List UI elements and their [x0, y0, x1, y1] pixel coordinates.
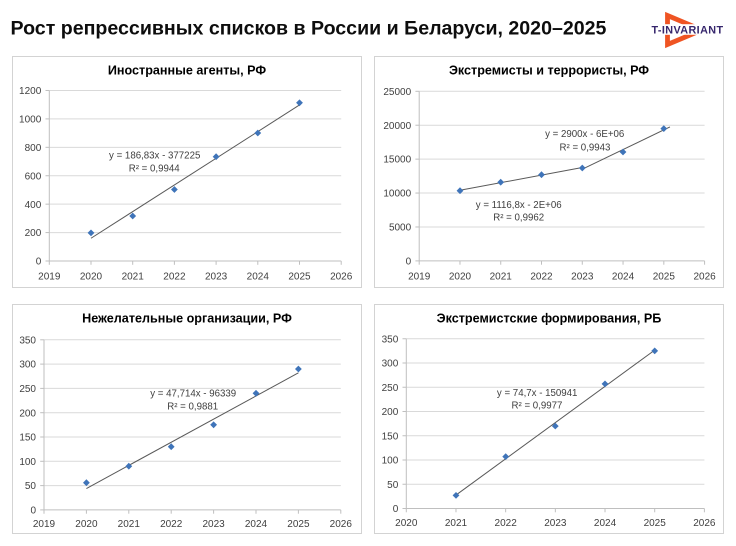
svg-text:200: 200 [382, 407, 399, 418]
svg-text:2022: 2022 [530, 271, 553, 282]
svg-text:T-INVARIANT: T-INVARIANT [652, 24, 724, 36]
svg-text:Экстремистские формирования, Р: Экстремистские формирования, РБ [437, 312, 662, 326]
svg-text:2023: 2023 [544, 518, 567, 529]
svg-text:R² = 0,9944: R² = 0,9944 [129, 164, 181, 175]
svg-text:350: 350 [382, 334, 399, 345]
svg-text:0: 0 [393, 504, 399, 515]
svg-text:2025: 2025 [287, 519, 310, 530]
svg-text:y = 1116,8x - 2E+06: y = 1116,8x - 2E+06 [476, 200, 562, 211]
svg-text:15000: 15000 [383, 155, 411, 166]
svg-text:R² = 0,9962: R² = 0,9962 [493, 213, 544, 224]
svg-text:250: 250 [19, 384, 36, 395]
svg-text:2022: 2022 [163, 272, 186, 283]
svg-text:250: 250 [382, 383, 399, 394]
svg-text:150: 150 [382, 431, 399, 442]
svg-text:2022: 2022 [160, 519, 183, 530]
svg-text:2023: 2023 [202, 519, 225, 530]
svg-text:2023: 2023 [205, 272, 228, 283]
svg-text:100: 100 [19, 457, 36, 468]
svg-text:R² = 0,9943: R² = 0,9943 [560, 143, 611, 154]
svg-text:Нежелательные организации, РФ: Нежелательные организации, РФ [82, 312, 292, 326]
svg-text:2024: 2024 [612, 271, 635, 282]
svg-text:y = 186,83x - 377225: y = 186,83x - 377225 [109, 150, 200, 161]
svg-text:2021: 2021 [118, 519, 141, 530]
svg-text:y = 2900x - 6E+06: y = 2900x - 6E+06 [545, 129, 624, 140]
svg-text:2024: 2024 [594, 518, 617, 529]
svg-text:2024: 2024 [247, 272, 270, 283]
svg-text:10000: 10000 [383, 189, 411, 200]
svg-text:Рост репрессивных списков в Ро: Рост репрессивных списков в России и Бел… [11, 18, 607, 40]
svg-text:Иностранные агенты, РФ: Иностранные агенты, РФ [108, 64, 267, 78]
svg-text:2020: 2020 [75, 519, 98, 530]
svg-text:2021: 2021 [490, 271, 513, 282]
svg-text:2026: 2026 [330, 272, 353, 283]
svg-text:100: 100 [382, 456, 399, 467]
svg-text:0: 0 [406, 257, 412, 268]
svg-text:2024: 2024 [245, 519, 268, 530]
svg-text:2026: 2026 [693, 271, 716, 282]
svg-text:2020: 2020 [80, 272, 103, 283]
svg-text:y = 47,714x - 96339: y = 47,714x - 96339 [150, 388, 236, 399]
svg-text:2023: 2023 [571, 271, 594, 282]
svg-text:2025: 2025 [653, 271, 676, 282]
svg-text:200: 200 [19, 408, 36, 419]
svg-text:Экстремисты и террористы, РФ: Экстремисты и террористы, РФ [449, 64, 649, 78]
svg-text:2019: 2019 [38, 272, 61, 283]
svg-text:2025: 2025 [644, 518, 667, 529]
svg-text:0: 0 [36, 257, 42, 268]
svg-text:800: 800 [25, 143, 42, 154]
svg-text:0: 0 [30, 506, 36, 517]
svg-text:2025: 2025 [288, 272, 311, 283]
svg-text:2022: 2022 [495, 518, 518, 529]
svg-text:50: 50 [25, 481, 37, 492]
svg-text:200: 200 [25, 228, 42, 239]
svg-text:2026: 2026 [330, 519, 353, 530]
svg-text:400: 400 [25, 200, 42, 211]
svg-text:350: 350 [19, 335, 36, 346]
svg-text:R² = 0,9881: R² = 0,9881 [167, 402, 218, 413]
svg-text:2020: 2020 [449, 271, 472, 282]
svg-text:150: 150 [19, 433, 36, 444]
svg-text:20000: 20000 [383, 121, 411, 132]
svg-text:2021: 2021 [122, 272, 145, 283]
svg-text:2021: 2021 [445, 518, 468, 529]
svg-text:2019: 2019 [33, 519, 56, 530]
svg-text:2019: 2019 [408, 271, 431, 282]
svg-text:50: 50 [387, 480, 399, 491]
svg-text:2026: 2026 [693, 518, 716, 529]
svg-text:25000: 25000 [383, 87, 411, 98]
svg-text:1000: 1000 [19, 115, 42, 126]
svg-text:1200: 1200 [19, 86, 42, 97]
svg-text:5000: 5000 [389, 223, 412, 234]
svg-text:2020: 2020 [395, 518, 418, 529]
svg-text:300: 300 [19, 360, 36, 371]
svg-text:300: 300 [382, 359, 399, 370]
svg-text:R² = 0,9977: R² = 0,9977 [512, 401, 563, 412]
svg-text:600: 600 [25, 171, 42, 182]
svg-text:y = 74,7x - 150941: y = 74,7x - 150941 [497, 388, 578, 399]
